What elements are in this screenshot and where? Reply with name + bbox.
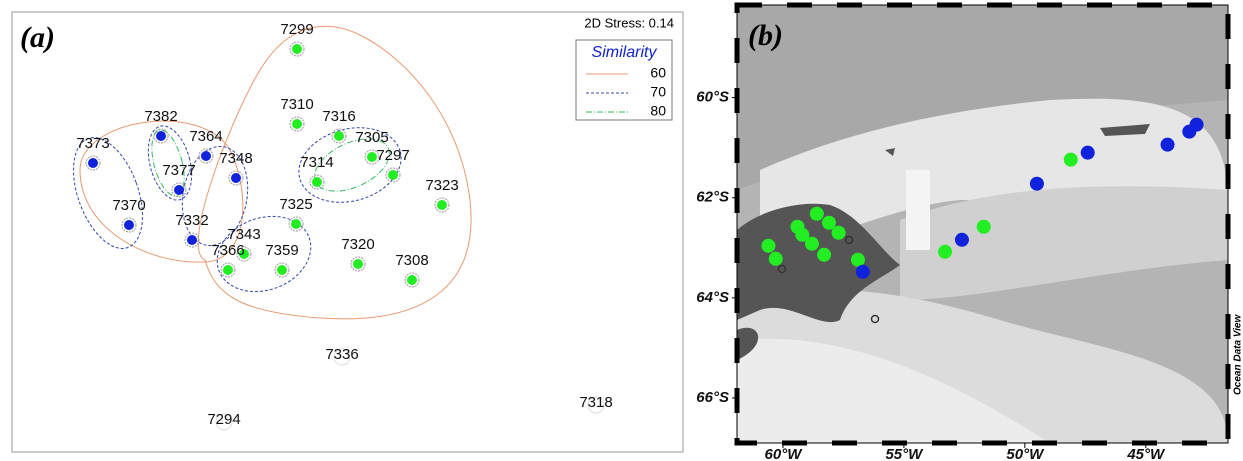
station-dot — [388, 170, 398, 180]
station-dot — [174, 185, 184, 195]
figure: (a) 2D Stress: 0.14 Similarity (b) Ocean… — [0, 0, 1243, 461]
station-label: 7382 — [144, 108, 177, 125]
station-dot — [437, 200, 447, 210]
station-label: 7336 — [325, 346, 358, 363]
panel-label: (a) — [20, 21, 55, 54]
site — [1190, 118, 1204, 132]
site — [810, 207, 824, 221]
station-dot — [124, 220, 134, 230]
station-label: 7343 — [227, 226, 260, 243]
station-dot — [292, 119, 302, 129]
legend-label: 60 — [650, 65, 666, 81]
station-dot — [292, 44, 302, 54]
y-tick-label: 64°S — [696, 289, 729, 306]
station-dot — [291, 219, 301, 229]
station-dot — [187, 235, 197, 245]
station-dot — [407, 275, 417, 285]
site — [856, 265, 870, 279]
stress: 2D Stress: 0.14 — [584, 15, 674, 30]
site — [851, 253, 865, 267]
station-label: 7318 — [579, 394, 612, 411]
station-dot — [277, 265, 287, 275]
station-label: 7359 — [265, 242, 298, 259]
legend-label: 80 — [650, 103, 666, 119]
station-label: 7370 — [112, 197, 145, 214]
x-tick-label: 60°W — [765, 446, 804, 461]
site — [1081, 146, 1095, 160]
y-tick-label: 62°S — [696, 189, 729, 206]
station-label: 7305 — [355, 129, 388, 146]
site — [761, 239, 775, 253]
site — [832, 226, 846, 240]
station-dot — [334, 131, 344, 141]
x-tick-label: 50°W — [1006, 446, 1045, 461]
station-label: 7348 — [219, 150, 252, 167]
station-label: 7299 — [280, 21, 313, 38]
site — [938, 245, 952, 259]
panel-label: (b) — [748, 19, 783, 52]
station-label: 7320 — [341, 236, 374, 253]
station-label: 7308 — [395, 252, 428, 269]
station-label: 7366 — [211, 242, 244, 259]
site — [977, 220, 991, 234]
station-dot — [201, 151, 211, 161]
station-dot — [231, 173, 241, 183]
y-tick-label: 66°S — [696, 389, 729, 406]
station-dot — [88, 158, 98, 168]
station-dot — [312, 177, 322, 187]
station-label: 7314 — [300, 154, 333, 171]
station-dot — [223, 265, 233, 275]
site — [1161, 138, 1175, 152]
site — [817, 248, 831, 262]
station-label: 7373 — [76, 135, 109, 152]
station-label: 7332 — [175, 212, 208, 229]
x-tick-label: 55°W — [885, 446, 924, 461]
site — [1030, 177, 1044, 191]
station-label: 7364 — [189, 128, 222, 145]
station-label: 7294 — [207, 411, 240, 428]
site — [769, 252, 783, 266]
station-label: 7310 — [280, 96, 313, 113]
site — [1064, 153, 1078, 167]
station-dot — [156, 131, 166, 141]
station-label: 7316 — [322, 108, 355, 125]
site — [955, 233, 969, 247]
station-label: 7325 — [279, 196, 312, 213]
legend-label: 70 — [650, 84, 666, 100]
y-tick-label: 60°S — [696, 89, 729, 106]
station-label: 7323 — [425, 177, 458, 194]
station-dot — [353, 259, 363, 269]
site — [805, 237, 819, 251]
legend-title: Similarity — [592, 44, 658, 61]
credit: Ocean Data View — [1233, 314, 1243, 395]
station-label: 7297 — [376, 147, 409, 164]
x-tick-label: 45°W — [1126, 446, 1166, 461]
station-label: 7377 — [162, 162, 195, 179]
